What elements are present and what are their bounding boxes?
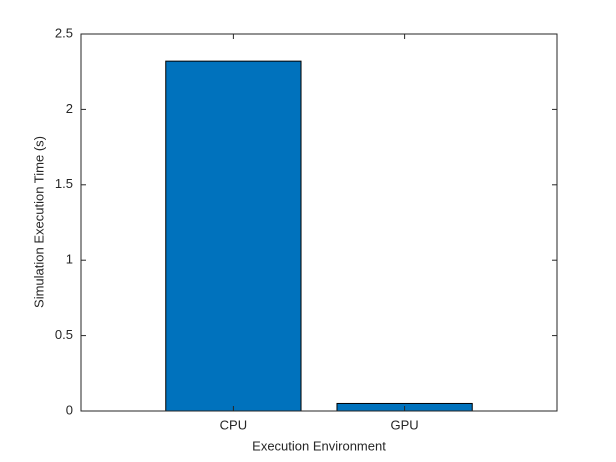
y-tick-label: 2.5 bbox=[55, 25, 73, 40]
y-tick-label: 0 bbox=[66, 402, 73, 417]
y-tick-label: 0.5 bbox=[55, 327, 73, 342]
y-axis-label: Simulation Execution Time (s) bbox=[31, 136, 46, 308]
x-tick-label: CPU bbox=[220, 417, 247, 432]
y-tick-label: 1 bbox=[66, 252, 73, 267]
x-tick-label: GPU bbox=[391, 417, 419, 432]
bar bbox=[165, 60, 302, 412]
y-tick-label: 1.5 bbox=[55, 176, 73, 191]
y-tick-label: 2 bbox=[66, 101, 73, 116]
x-axis-label: Execution Environment bbox=[252, 438, 386, 453]
axes-box bbox=[80, 33, 558, 412]
